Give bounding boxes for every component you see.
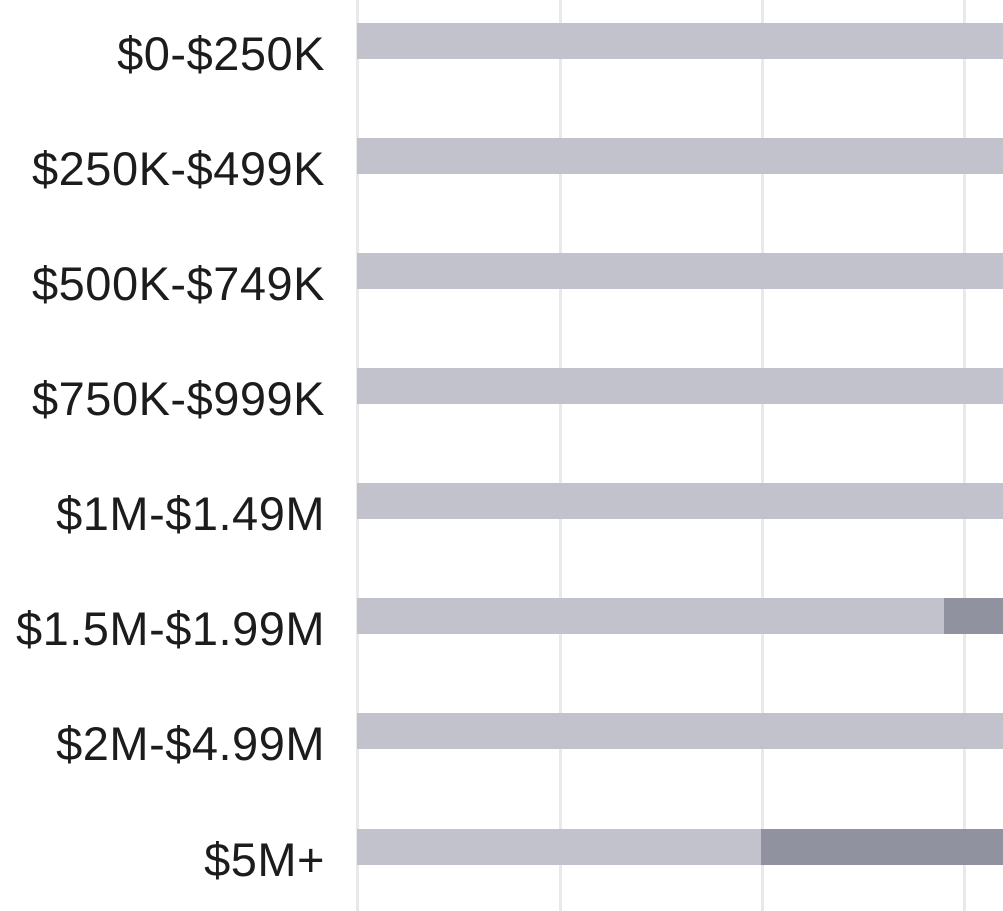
bar-segment-light[interactable] <box>357 713 1003 749</box>
vertical-gridline <box>963 0 966 911</box>
bar-segment-light[interactable] <box>357 23 1003 59</box>
bar-segment-light[interactable] <box>357 483 1003 519</box>
vertical-gridline <box>559 0 562 911</box>
bar-segment-dark[interactable] <box>944 598 1003 634</box>
category-label: $0-$250K <box>117 27 325 80</box>
bar-segment-dark[interactable] <box>761 829 1003 865</box>
category-label: $2M-$4.99M <box>56 717 325 770</box>
category-label: $250K-$499K <box>32 142 325 195</box>
vertical-gridline <box>761 0 764 911</box>
bar-segment-light[interactable] <box>357 253 1003 289</box>
category-label: $500K-$749K <box>32 257 325 310</box>
bar-segment-light[interactable] <box>357 138 1003 174</box>
category-label: $5M+ <box>204 833 325 886</box>
category-label: $750K-$999K <box>32 372 325 425</box>
category-label: $1M-$1.49M <box>56 487 325 540</box>
bar-segment-light[interactable] <box>357 368 1003 404</box>
vertical-gridline <box>356 0 359 911</box>
category-label: $1.5M-$1.99M <box>15 602 325 655</box>
bar-segment-light[interactable] <box>357 829 761 865</box>
bar-segment-light[interactable] <box>357 598 944 634</box>
